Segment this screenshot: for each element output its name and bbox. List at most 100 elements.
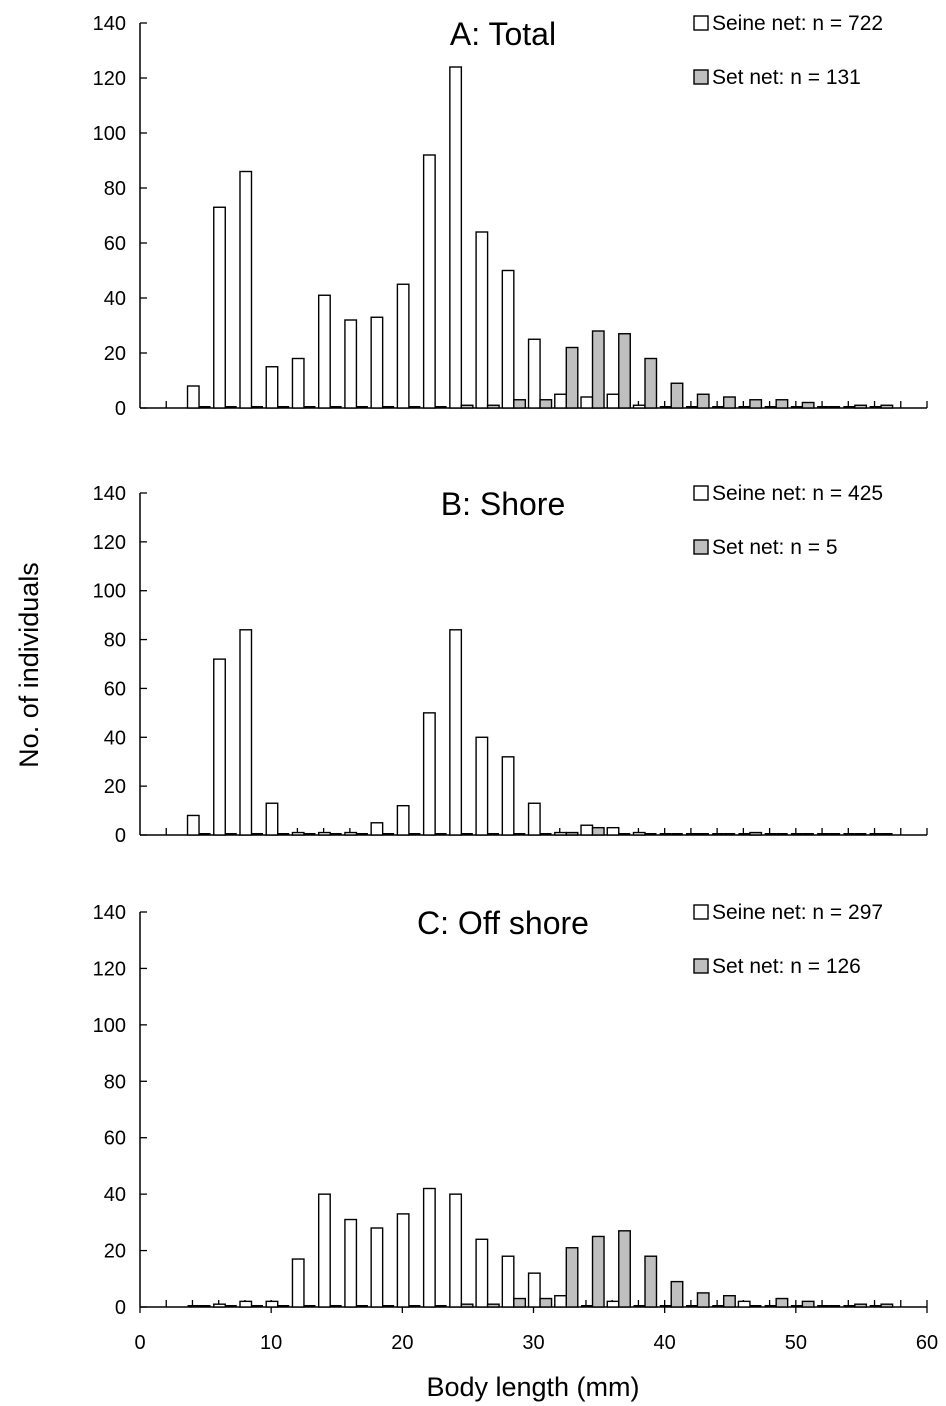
seine-net-bar (291, 831, 305, 836)
seine-net-bar (501, 756, 515, 836)
x-tick-label: 0 (134, 1332, 145, 1354)
set-net-bar (565, 831, 579, 836)
y-tick-label: 80 (104, 1071, 126, 1093)
set-net-bar (854, 404, 868, 409)
seine-net-bar (265, 802, 279, 836)
set-net-bar (722, 396, 736, 409)
seine-net-bar (396, 804, 410, 836)
x-tick-label: 40 (654, 1332, 676, 1354)
y-tick-label: 140 (93, 483, 126, 505)
seine-net-bar (422, 712, 436, 836)
seine-net-bar (475, 231, 489, 409)
y-tick-label: 140 (93, 13, 126, 35)
y-tick-label: 20 (104, 1241, 126, 1263)
seine-net-bar (606, 1300, 620, 1308)
legend-label-set-net: Set net: n = 131 (712, 66, 861, 89)
seine-net-bar (265, 1300, 279, 1308)
legend-label-seine-net: Seine net: n = 297 (712, 901, 883, 924)
seine-net-bar (344, 831, 358, 836)
y-tick-label: 0 (115, 1297, 126, 1319)
seine-net-bar (213, 206, 226, 409)
set-net-bar (696, 393, 710, 409)
set-net-bar (775, 1297, 789, 1308)
seine-net-bar (580, 824, 594, 836)
set-net-bar (854, 1303, 868, 1308)
seine-net-bar (213, 1303, 226, 1308)
seine-net-bar (422, 154, 436, 409)
set-net-bar (591, 330, 605, 409)
y-tick-label: 120 (93, 68, 126, 90)
y-tick-label: 140 (93, 902, 126, 924)
seine-net-bar (317, 831, 331, 836)
y-tick-label: 120 (93, 532, 126, 554)
set-net-bar (801, 1300, 815, 1308)
set-net-bar (644, 357, 658, 409)
set-net-bar (565, 1247, 579, 1308)
set-net-bar (644, 1255, 658, 1308)
y-tick-label: 0 (115, 825, 126, 847)
set-net-bar (539, 399, 553, 409)
set-net-bar (722, 1295, 736, 1308)
set-net-bar (486, 404, 500, 409)
x-tick-label: 60 (916, 1332, 938, 1354)
y-axis-title: No. of individuals (14, 562, 44, 768)
x-tick-label: 20 (391, 1332, 413, 1354)
panel-b: 0 20 40 60 80 100 120 140 B: Shore Seine net: n =… (93, 482, 928, 847)
y-tick-label: 60 (104, 1128, 126, 1150)
legend-swatch-set-net (693, 69, 709, 85)
y-tick-label: 100 (93, 581, 126, 603)
set-net-bar (539, 1297, 553, 1308)
set-net-bar (801, 401, 815, 409)
panel-a: 0 20 40 60 80 100 120 140 A: Total Seine net: n =… (93, 12, 928, 420)
set-net-bar (670, 382, 684, 409)
y-tick-label: 20 (104, 343, 126, 365)
legend-swatch-seine-net (693, 15, 709, 31)
y-tick-label: 80 (104, 178, 126, 200)
seine-net-bar (606, 826, 620, 836)
y-tick-label: 100 (93, 1015, 126, 1037)
seine-net-bar (632, 831, 646, 836)
y-tick-label: 40 (104, 288, 126, 310)
y-tick-label: 100 (93, 123, 126, 145)
set-net-bar (460, 404, 474, 409)
set-net-bar (618, 1230, 631, 1308)
legend-swatch-seine-net (693, 485, 709, 501)
y-tick-label: 60 (104, 678, 126, 700)
y-tick-label: 0 (115, 398, 126, 420)
seine-net-bar (475, 1238, 489, 1308)
panel-title: B: Shore (441, 486, 566, 522)
set-net-bar (513, 1297, 527, 1308)
seine-net-bar (580, 396, 594, 409)
seine-net-bar (501, 269, 515, 409)
legend-swatch-set-net (693, 958, 709, 974)
seine-net-bar (186, 814, 200, 836)
seine-net-bar (737, 1300, 751, 1308)
y-tick-label: 40 (104, 1184, 126, 1206)
seine-net-bar (449, 1193, 463, 1308)
seine-net-bar (239, 629, 253, 836)
set-net-bar (749, 399, 763, 409)
set-net-bar (591, 826, 605, 836)
seine-net-bar (370, 822, 384, 836)
x-tick-label: 30 (522, 1332, 544, 1354)
seine-net-bar (527, 338, 541, 409)
x-tick-label: 50 (785, 1332, 807, 1354)
set-net-bar (513, 399, 527, 409)
set-net-bar (696, 1292, 710, 1308)
seine-net-bar (475, 736, 489, 836)
x-axis-title: Body length (mm) (426, 1372, 639, 1402)
set-net-bar (486, 1303, 500, 1308)
seine-net-bar (265, 366, 279, 409)
seine-net-bar (291, 357, 305, 409)
seine-net-bar (527, 1272, 541, 1308)
seine-net-bar (449, 629, 463, 836)
seine-net-bar (186, 385, 200, 409)
legend-swatch-set-net (693, 539, 709, 555)
seine-net-bar (239, 170, 253, 409)
seine-net-bar (344, 319, 358, 409)
legend-label-set-net: Set net: n = 126 (712, 955, 861, 978)
seine-net-bar (554, 1295, 567, 1308)
